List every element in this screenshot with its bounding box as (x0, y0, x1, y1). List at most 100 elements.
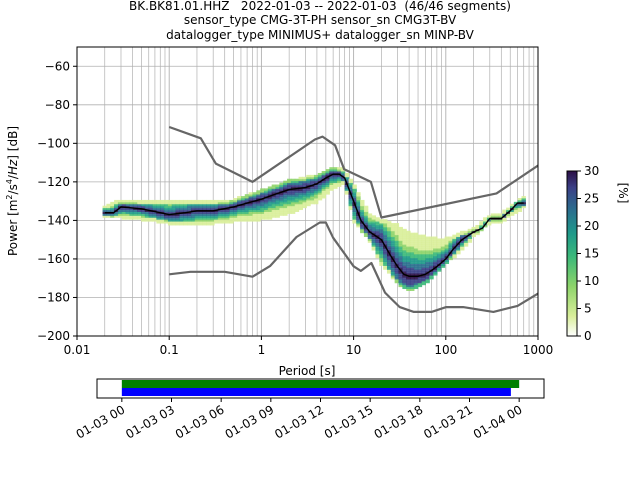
heatmap-cell (321, 184, 327, 187)
heatmap-cell (417, 265, 423, 268)
heatmap-cell (348, 190, 353, 193)
heatmap-cell (244, 194, 250, 197)
heatmap-cell (279, 199, 284, 203)
heatmap-cell (187, 207, 192, 211)
heatmap-cell (325, 172, 330, 176)
heatmap-cell (348, 196, 353, 199)
heatmap-cell (329, 174, 334, 178)
heatmap-cell (398, 253, 403, 257)
heatmap-cell (436, 248, 442, 251)
heatmap-cell (271, 207, 277, 211)
heatmap-cell (410, 238, 415, 241)
heatmap-cell (425, 240, 430, 243)
heatmap-cell (229, 217, 234, 220)
heatmap-cell (436, 269, 442, 272)
heatmap-cell (356, 224, 361, 228)
heatmap-cell (133, 209, 138, 212)
heatmap-cell (363, 219, 369, 222)
heatmap-cell (333, 182, 338, 185)
heatmap-cell (367, 226, 373, 230)
heatmap-cell (448, 244, 453, 247)
heatmap-cell (256, 209, 261, 212)
heatmap-cell (298, 180, 303, 184)
heatmap-cell (313, 190, 319, 193)
heatmap-cell (210, 221, 215, 224)
heatmap-cell (398, 242, 403, 245)
heatmap-cell (198, 215, 204, 218)
heatmap-cell (256, 201, 261, 205)
heatmap-cell (290, 178, 296, 182)
heatmap-cell (402, 257, 407, 261)
heatmap-cell (233, 217, 238, 220)
heatmap-cell (248, 196, 254, 199)
heatmap-cell (256, 213, 261, 216)
heatmap-cell (175, 205, 180, 209)
heatmap-cell (463, 240, 469, 243)
heatmap-cell (421, 277, 426, 280)
heatmap-cell (406, 253, 411, 257)
colorbar-tick-label: 25 (584, 192, 599, 206)
heatmap-cell (244, 198, 250, 201)
heatmap-cell (298, 178, 303, 182)
heatmap-cell (394, 269, 400, 272)
heatmap-cell (386, 261, 392, 264)
heatmap-cell (463, 232, 469, 236)
heatmap-cell (398, 282, 403, 286)
heatmap-cell (433, 238, 438, 241)
x-tick-label: 100 (434, 343, 457, 357)
heatmap-cell (333, 180, 338, 184)
heatmap-cell (356, 223, 361, 226)
heatmap-cell (125, 213, 131, 216)
heatmap-cell (386, 228, 392, 232)
heatmap-cell (263, 217, 269, 220)
heatmap-cell (210, 205, 215, 209)
heatmap-cell (356, 203, 361, 207)
heatmap-cell (521, 198, 526, 201)
heatmap-cell (444, 261, 450, 264)
heatmap-cell (317, 178, 323, 182)
mode-curve (104, 173, 524, 277)
heatmap-cell (117, 207, 123, 211)
heatmap-cell (344, 184, 350, 187)
heatmap-cell (129, 217, 134, 220)
heatmap-cell (467, 228, 473, 232)
heatmap-cell (452, 244, 457, 247)
heatmap-cell (129, 199, 134, 203)
heatmap-cell (444, 238, 450, 241)
heatmap-cell (167, 223, 173, 226)
heatmap-cell (160, 219, 165, 222)
heatmap-cell (302, 201, 307, 205)
heatmap-cell (148, 201, 154, 205)
heatmap-cell (433, 265, 438, 268)
heatmap-cell (237, 213, 242, 216)
heatmap-cell (275, 205, 280, 209)
heatmap-cell (410, 282, 415, 286)
heatmap-cell (436, 255, 442, 259)
heatmap-cell (398, 234, 403, 238)
heatmap-cell (125, 215, 131, 218)
heatmap-cell (433, 263, 438, 266)
heatmap-cell (371, 240, 377, 243)
heatmap-cell (110, 215, 115, 218)
heatmap-cell (406, 236, 411, 239)
heatmap-cell (348, 199, 353, 203)
heatmap-cell (421, 250, 426, 253)
heatmap-cell (317, 186, 323, 189)
heatmap-cell (394, 226, 400, 230)
heatmap-cell (433, 257, 438, 261)
heatmap-cell (156, 205, 161, 209)
heatmap-cell (317, 192, 323, 195)
heatmap-cell (325, 171, 330, 174)
heatmap-cell (133, 211, 138, 214)
heatmap-cell (429, 242, 434, 245)
heatmap-cell (148, 203, 154, 207)
heatmap-cell (402, 251, 407, 255)
heatmap-cell (333, 171, 338, 174)
heatmap-cell (321, 192, 327, 195)
y-axis-ticks: −200−180−160−140−120−100−80−60 (37, 59, 77, 343)
heatmap-cell (417, 277, 423, 280)
heatmap-cell (506, 209, 511, 212)
heatmap-cell (429, 263, 434, 266)
heatmap-cell (156, 209, 161, 212)
heatmap-cell (390, 275, 396, 278)
